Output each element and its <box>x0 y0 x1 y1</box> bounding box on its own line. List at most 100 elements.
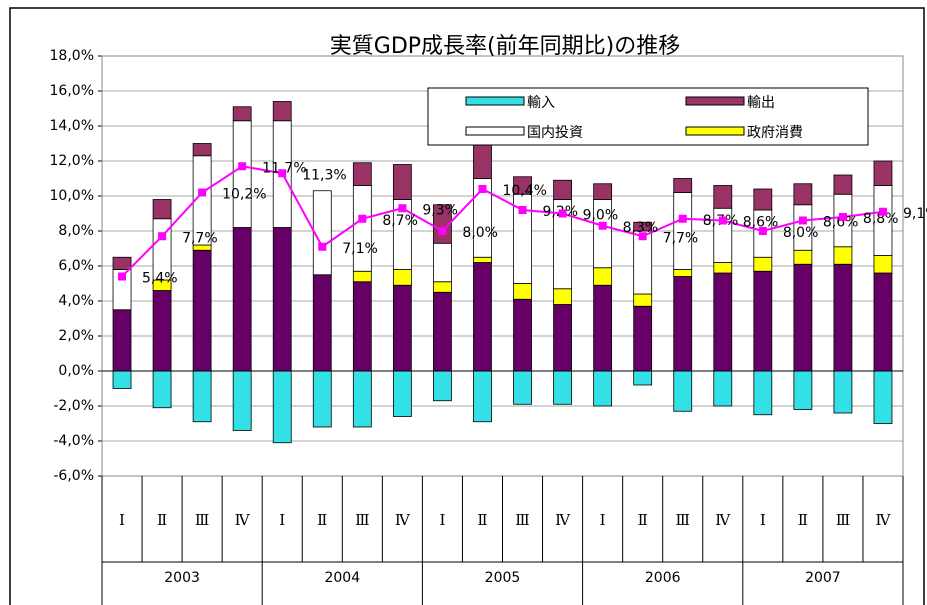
data-label: 8,8% <box>863 211 899 227</box>
line-marker <box>518 206 527 214</box>
line-marker <box>158 232 167 241</box>
x-tick-label: Ⅲ <box>675 511 689 529</box>
line-marker <box>678 214 687 223</box>
line-marker <box>638 232 647 241</box>
bar-segment <box>272 227 292 372</box>
data-label: 7,7% <box>663 230 699 246</box>
growth-line <box>121 165 884 278</box>
bar-segment <box>673 370 693 412</box>
bar-segment <box>312 190 332 276</box>
bar-segment <box>473 370 492 423</box>
bar-segment <box>312 370 332 428</box>
bar-segment <box>753 370 773 416</box>
bar-segment <box>553 288 572 305</box>
bar-segment <box>513 298 532 372</box>
year-label: 2005 <box>485 570 521 586</box>
chart-title: 実質GDP成長率(前年同期比)の推移 <box>330 34 680 59</box>
y-tick-label: 12,0% <box>50 153 94 169</box>
line-marker <box>398 204 407 213</box>
y-tick-label: 8,0% <box>58 223 94 239</box>
x-tick-label: Ⅲ <box>195 511 209 529</box>
data-label: 9,3% <box>422 202 458 218</box>
line-marker <box>478 185 487 193</box>
legend-swatch <box>685 96 745 106</box>
x-tick-label: Ⅰ <box>760 511 766 529</box>
bar-segment <box>392 370 412 417</box>
line-marker <box>118 272 127 281</box>
legend-swatch <box>685 126 745 136</box>
bar-segment <box>152 370 172 409</box>
bar-segment <box>713 272 733 372</box>
bar-segment <box>793 249 813 265</box>
bar-segment <box>352 162 372 186</box>
bar-segment <box>152 290 172 372</box>
line-marker <box>758 227 767 235</box>
x-tick-label: Ⅳ <box>395 511 411 529</box>
bar-segment <box>152 199 172 220</box>
bar-segment <box>433 242 452 283</box>
legend-label: 政府消費 <box>747 125 803 141</box>
bar-segment <box>352 185 372 272</box>
bar-segment <box>673 276 693 372</box>
bar-segment <box>192 249 212 372</box>
y-tick-label: 14,0% <box>50 118 94 134</box>
bar-segment <box>392 269 412 286</box>
bar-segment <box>473 256 492 263</box>
x-tick-label: Ⅱ <box>638 511 648 529</box>
legend-swatch <box>465 96 525 106</box>
y-tick-label: 18,0% <box>50 48 94 64</box>
bar-segment <box>593 370 613 407</box>
data-label: 7,1% <box>342 241 378 257</box>
bar-segment <box>833 246 853 265</box>
bar-segment <box>232 370 252 431</box>
bar-segment <box>433 291 452 372</box>
bar-segment <box>232 120 252 228</box>
line-marker <box>558 209 567 218</box>
bar-segment <box>112 309 132 372</box>
bar-segment <box>272 370 292 444</box>
data-label: 9,0% <box>583 208 619 224</box>
y-tick-label: 6,0% <box>58 258 94 274</box>
y-tick-label: 0,0% <box>58 363 94 379</box>
bar-segment <box>633 370 653 386</box>
data-label: 9,1% <box>903 206 927 222</box>
bar-segment <box>192 370 212 423</box>
data-label: 5,4% <box>142 271 178 287</box>
line-marker <box>198 188 207 197</box>
data-label: 8,7% <box>382 213 418 229</box>
bar-segment <box>553 179 572 200</box>
bar-segment <box>352 281 372 372</box>
data-label: 10,4% <box>502 183 546 199</box>
bar-segment <box>232 227 252 372</box>
bar-segment <box>873 370 893 424</box>
bar-segment <box>473 262 492 372</box>
data-label: 8,6% <box>823 215 859 231</box>
year-label: 2003 <box>164 570 200 586</box>
line-marker <box>718 216 727 225</box>
line-marker <box>798 216 807 225</box>
bar-segment <box>793 263 813 372</box>
x-tick-label: Ⅲ <box>836 511 850 529</box>
x-tick-label: Ⅳ <box>875 511 891 529</box>
y-tick-label: 4,0% <box>58 293 94 309</box>
foreground: 5,4%7,7%10,2%11,7%11,3%7,1%8,7%9,3%8,0%1… <box>101 87 927 605</box>
y-tick-label: -4,0% <box>53 433 94 449</box>
bar-segment <box>673 269 693 277</box>
line-marker <box>238 162 247 171</box>
bar-segment <box>873 272 893 372</box>
bar-segment <box>833 263 853 372</box>
y-tick-label: -6,0% <box>53 468 94 484</box>
bar-segment <box>673 178 693 193</box>
legend-swatch <box>465 126 525 136</box>
year-label: 2004 <box>324 570 360 586</box>
bar-segment <box>713 262 733 274</box>
bar-segment <box>793 183 813 206</box>
legend-label: 輸入 <box>527 95 555 111</box>
line-marker <box>278 169 287 178</box>
bar-segment <box>833 174 853 195</box>
bar-segment <box>873 160 893 186</box>
data-label: 10,2% <box>222 187 266 203</box>
bar-segment <box>513 283 532 300</box>
bar-segment <box>553 370 572 405</box>
year-label: 2007 <box>805 570 841 586</box>
